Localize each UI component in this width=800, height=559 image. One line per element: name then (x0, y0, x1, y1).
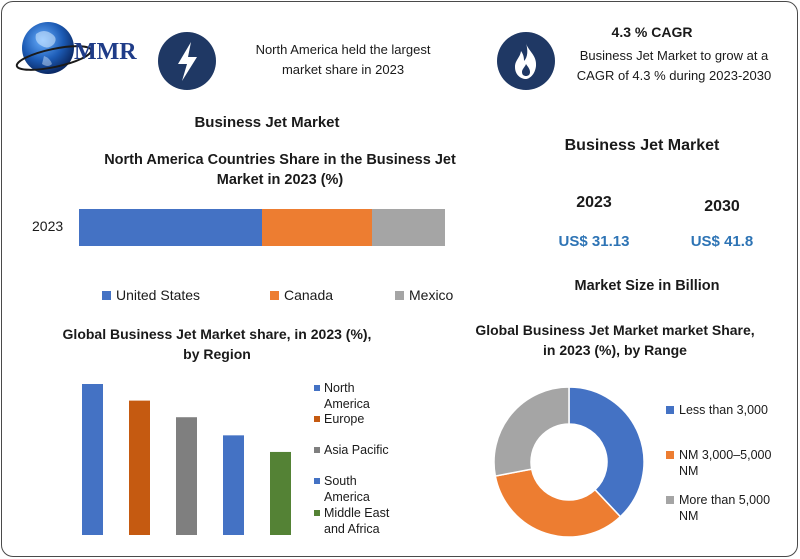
chart1-title: North America Countries Share in the Bus… (104, 152, 456, 188)
chart3-title: Global Business Jet Market market Share,… (475, 322, 755, 358)
chart3-legend-1: NM 3,000–5,000 NM (666, 447, 779, 479)
chart3-slice-2 (493, 386, 570, 477)
market-size-caption: Market Size in Billion (574, 278, 720, 294)
highlight-text: North America held the largest market sh… (255, 42, 431, 77)
chart2-legend-2: Asia Pacific (314, 442, 404, 458)
lightning-icon (178, 42, 197, 81)
chart3-slice-0 (568, 386, 645, 518)
chart2-plot (82, 384, 291, 535)
cagr-title: 4.3 % CAGR (611, 24, 693, 40)
chart1-legend-canada: Canada (270, 287, 333, 303)
chart1-segment-canada (262, 209, 372, 246)
brand-name: MMR (74, 39, 137, 65)
market-value-2023: US$ 31.13 (558, 233, 630, 250)
chart2-legend-4: Middle East and Africa (314, 505, 394, 537)
market-value-2030: US$ 41.8 (690, 233, 754, 250)
market-panel-title: Business Jet Market (564, 137, 720, 154)
year-2030: 2030 (704, 198, 740, 215)
chart2-title: Global Business Jet Market share, in 202… (62, 326, 372, 362)
chart3-slice-1 (494, 468, 622, 538)
chart3-donut (493, 386, 645, 538)
chart3-legend-2: More than 5,000 NM (666, 492, 779, 524)
globe-logo (15, 22, 93, 74)
chart1-legend-mexico: Mexico (395, 287, 453, 303)
chart1-stacked-bar (79, 209, 445, 246)
chart2-bar-2 (176, 417, 197, 535)
chart2-bar-1 (129, 400, 150, 535)
chart2-bar-3 (223, 435, 244, 535)
chart2-legend-0: North America (314, 380, 394, 412)
chart2-legend-3: South America (314, 473, 394, 505)
section-title: Business Jet Market (194, 114, 340, 131)
chart1-segment-united-states (79, 209, 262, 246)
year-2023: 2023 (576, 194, 612, 211)
chart2-legend-1: Europe (314, 411, 394, 427)
cagr-text: Business Jet Market to grow at a CAGR of… (576, 48, 772, 83)
chart3-legend-0: Less than 3,000 (666, 402, 779, 418)
lightning-badge (158, 32, 216, 90)
chart2-bar-4 (270, 451, 291, 535)
flame-badge (497, 32, 555, 90)
chart1-category-label: 2023 (32, 218, 64, 234)
chart1-legend-us: United States (102, 287, 200, 303)
chart1-segment-mexico (371, 209, 445, 246)
chart2-bar-0 (82, 384, 103, 535)
flame-icon (515, 43, 537, 79)
